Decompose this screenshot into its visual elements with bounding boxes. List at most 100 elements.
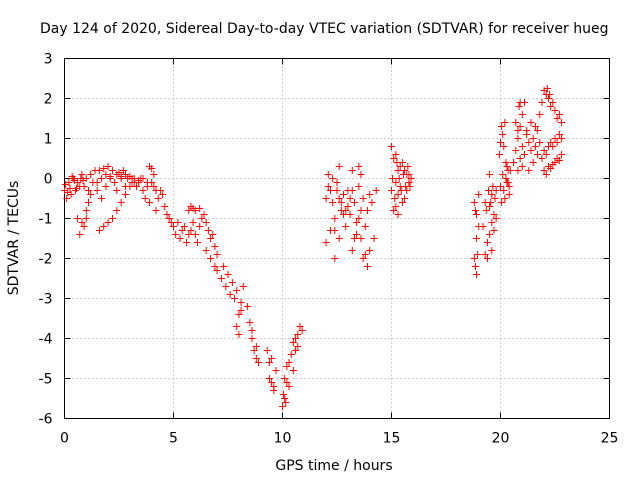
data-point [489,183,497,190]
data-point [100,223,108,230]
data-point [399,171,407,178]
data-point [117,175,125,182]
data-point [93,179,101,186]
data-point [74,215,82,222]
data-point [395,175,403,182]
data-point [141,195,149,202]
data-point [364,263,372,270]
data-point [228,279,236,286]
data-point [272,367,280,374]
data-point [361,223,369,230]
data-point [93,187,101,194]
data-point [355,183,363,190]
data-point [211,263,219,270]
data-point [268,379,276,386]
data-point [527,147,535,154]
data-point [165,215,173,222]
data-point [204,227,212,234]
data-point [510,159,518,166]
data-point [353,231,361,238]
data-point [198,215,206,222]
y-tick-label: 2 [44,92,53,108]
data-point [200,211,208,218]
x-tick-label: 20 [492,431,510,447]
data-point [285,359,293,366]
data-point [529,159,537,166]
data-point [283,379,291,386]
data-point [119,167,127,174]
data-point [394,191,402,198]
data-point [82,207,90,214]
data-point [527,119,535,126]
data-point [146,199,154,206]
data-point [492,187,500,194]
data-point [108,215,116,222]
data-point [498,199,506,206]
data-point [364,207,372,214]
data-point [505,191,513,198]
data-point [132,183,140,190]
data-point [503,163,511,170]
data-point [361,251,369,258]
data-point [512,119,520,126]
data-point [152,207,160,214]
data-point [479,223,487,230]
data-point [473,235,481,242]
data-point [406,183,414,190]
data-point [84,187,92,194]
data-point [516,99,524,106]
data-point [70,177,78,184]
y-tick-label: -1 [39,212,53,228]
data-point [87,171,95,178]
data-point [185,231,193,238]
data-point [512,147,520,154]
data-point [268,355,276,362]
data-point [281,375,289,382]
data-point [102,171,110,178]
data-point [80,223,88,230]
data-point [520,151,528,158]
data-point [551,107,559,114]
data-point [62,181,70,188]
data-point [279,403,286,410]
data-point [333,187,341,194]
data-point [350,235,358,242]
data-point [178,227,186,234]
data-point [502,175,510,182]
data-point [130,179,138,186]
data-point [342,223,350,230]
data-point [547,103,555,110]
data-point [547,165,555,172]
data-point [148,165,156,172]
data-point [525,167,533,174]
data-point [289,367,297,374]
data-point [98,175,106,182]
data-point [549,143,557,150]
data-point [355,215,363,222]
data-point [544,95,552,102]
data-point [534,127,542,134]
data-point [501,195,509,202]
data-point [473,211,481,218]
data-point [150,171,158,178]
data-point [501,119,509,126]
data-point [246,319,254,326]
data-point [220,263,228,270]
data-point [106,175,114,182]
x-tick-label: 10 [274,431,292,447]
data-point [490,227,498,234]
data-point [393,159,401,166]
data-point [104,163,112,170]
data-point [296,323,304,330]
data-point [546,91,554,98]
data-point [211,243,219,250]
data-point [82,215,90,222]
x-tick-label: 5 [169,431,178,447]
data-point [117,199,125,206]
data-point [483,255,491,262]
x-tick-label: 0 [60,431,69,447]
data-point [180,223,188,230]
data-point [514,167,522,174]
data-point [405,179,413,186]
data-point [185,207,193,214]
